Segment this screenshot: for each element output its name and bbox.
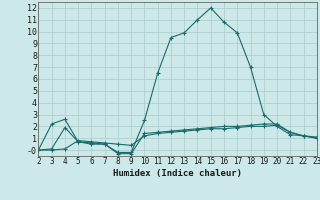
X-axis label: Humidex (Indice chaleur): Humidex (Indice chaleur) [113,169,242,178]
